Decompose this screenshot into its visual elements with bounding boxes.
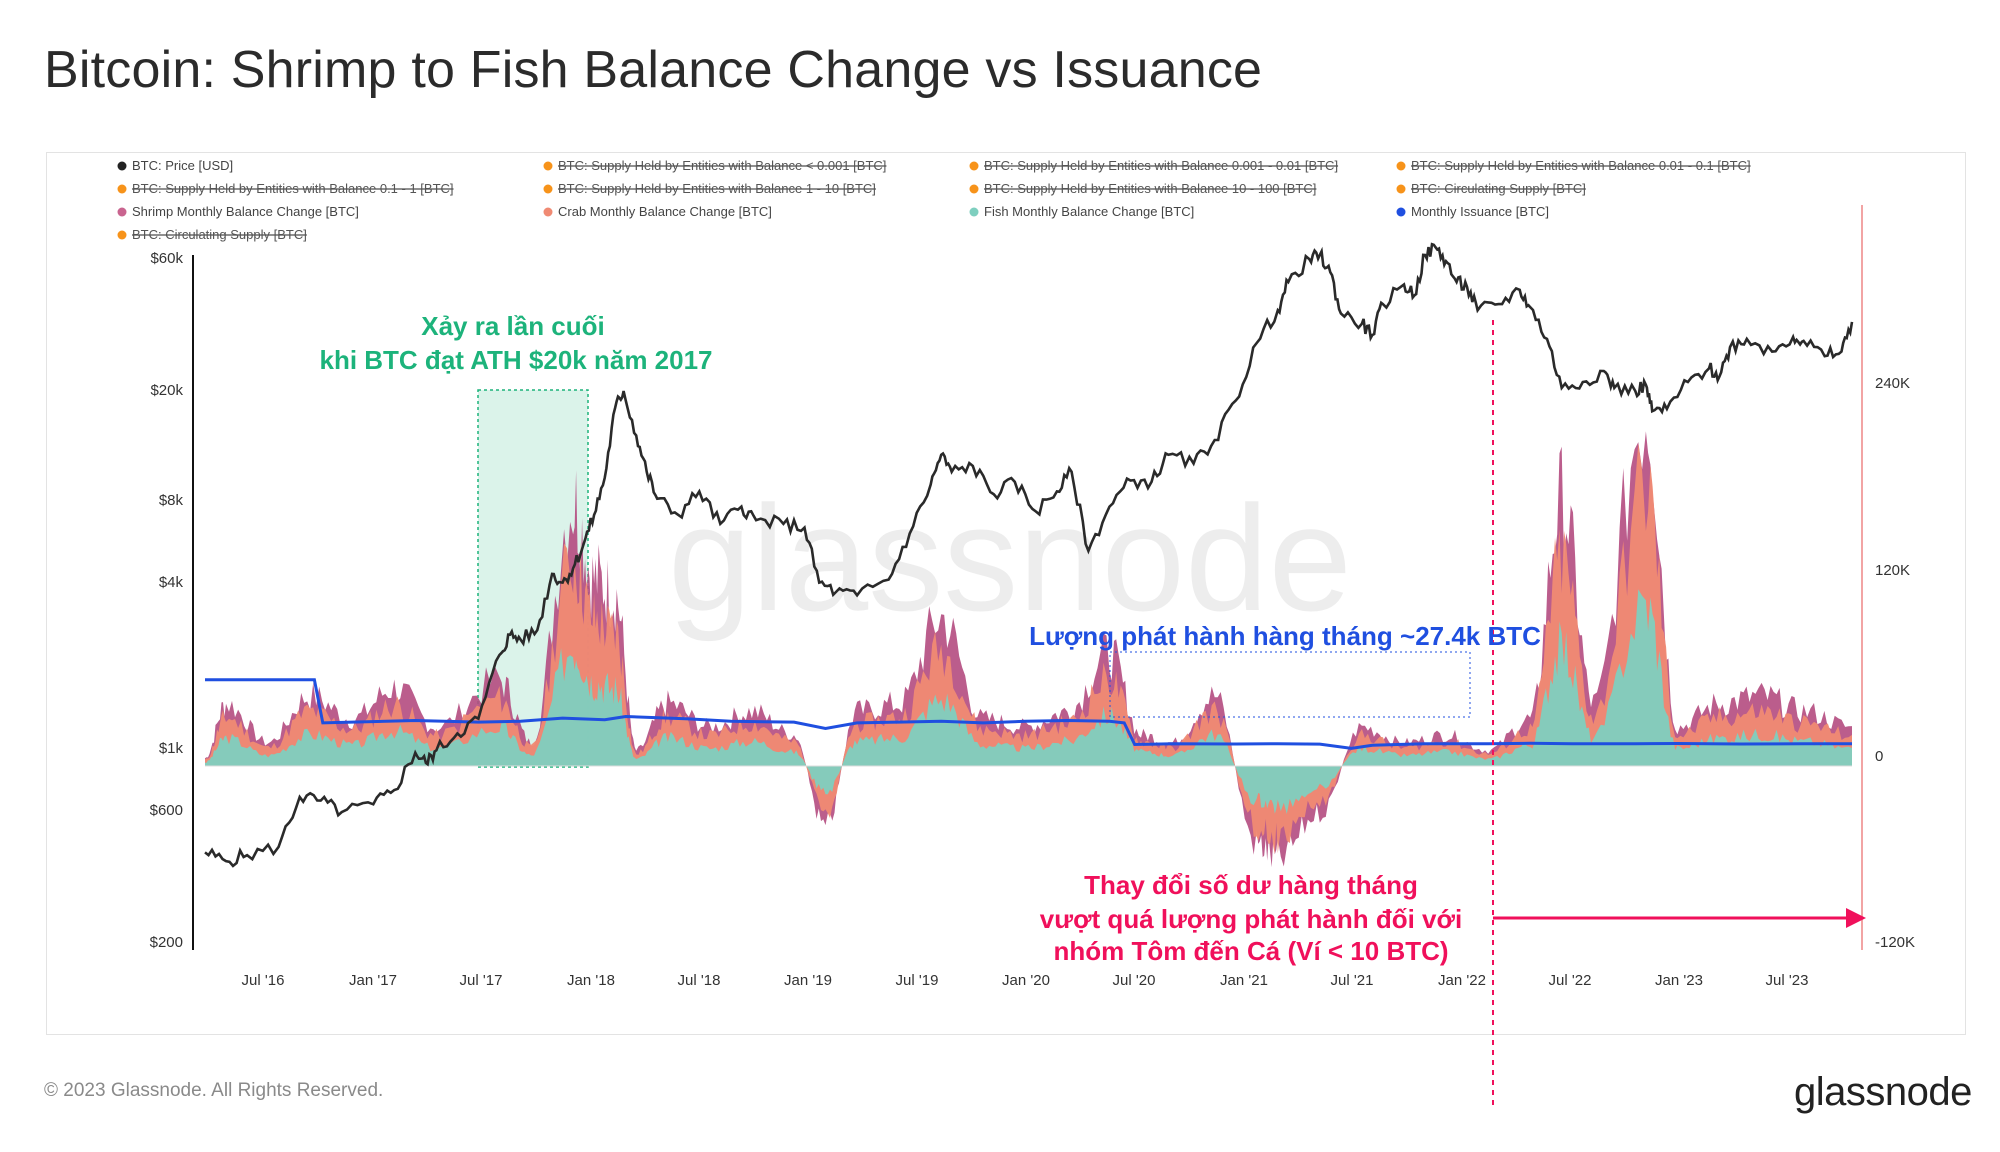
legend-label: BTC: Supply Held by Entities with Balanc… <box>558 158 886 173</box>
legend-label: BTC: Circulating Supply [BTC] <box>132 227 307 242</box>
x-tick-label: Jan '21 <box>1220 972 1268 989</box>
legend-swatch <box>543 184 553 194</box>
legend-label: BTC: Supply Held by Entities with Balanc… <box>984 181 1316 196</box>
y-right-tick-label: 120K <box>1875 562 1910 579</box>
y-left-tick-label: $20k <box>150 382 183 399</box>
y-left-tick-label: $200 <box>150 934 183 951</box>
legend-label: BTC: Supply Held by Entities with Balanc… <box>132 181 454 196</box>
x-tick-label: Jul '23 <box>1766 972 1809 989</box>
legend-item: Monthly Issuance [BTC] <box>1396 204 1549 219</box>
legend-item: BTC: Supply Held by Entities with Balanc… <box>969 181 1316 196</box>
x-tick-label: Jan '23 <box>1655 972 1703 989</box>
brand-logo: glassnode <box>1794 1070 1972 1114</box>
legend-label: BTC: Supply Held by Entities with Balanc… <box>1411 158 1751 173</box>
annotation-text: khi BTC đạt ATH $20k năm 2017 <box>319 345 712 375</box>
y-right-tick-label: 0 <box>1875 748 1883 765</box>
annotation-text: Lượng phát hành hàng tháng ~27.4k BTC <box>1029 621 1541 651</box>
x-tick-label: Jan '17 <box>349 972 397 989</box>
legend-item: BTC: Circulating Supply [BTC] <box>1396 181 1586 196</box>
page-title: Bitcoin: Shrimp to Fish Balance Change v… <box>44 41 1263 99</box>
copyright: © 2023 Glassnode. All Rights Reserved. <box>44 1080 384 1101</box>
x-tick-label: Jan '19 <box>784 972 832 989</box>
x-tick-label: Jul '18 <box>678 972 721 989</box>
legend-label: BTC: Price [USD] <box>132 158 233 173</box>
x-tick-label: Jul '20 <box>1113 972 1156 989</box>
x-tick-label: Jul '16 <box>242 972 285 989</box>
legend-swatch <box>969 161 979 171</box>
legend-swatch <box>1396 207 1406 217</box>
annotation-text: vượt quá lượng phát hành đối với <box>1040 904 1462 934</box>
legend-label: Monthly Issuance [BTC] <box>1411 204 1549 219</box>
legend-item: Shrimp Monthly Balance Change [BTC] <box>117 204 359 219</box>
legend-item: BTC: Supply Held by Entities with Balanc… <box>543 158 886 173</box>
annotation-text: nhóm Tôm đến Cá (Ví < 10 BTC) <box>1053 936 1448 966</box>
legend-swatch <box>969 207 979 217</box>
x-tick-label: Jul '21 <box>1331 972 1374 989</box>
legend-swatch <box>543 207 553 217</box>
y-right-tick-label: 240K <box>1875 375 1910 392</box>
legend-item: BTC: Supply Held by Entities with Balanc… <box>117 181 454 196</box>
legend-item: Fish Monthly Balance Change [BTC] <box>969 204 1194 219</box>
x-tick-label: Jan '22 <box>1438 972 1486 989</box>
annotation-text: Thay đổi số dư hàng tháng <box>1084 870 1418 900</box>
y-left-tick-label: $8k <box>159 492 184 509</box>
arrow-head <box>1846 908 1866 928</box>
issuance-annotation-box <box>1109 651 1471 718</box>
legend-swatch <box>117 184 127 194</box>
x-tick-label: Jul '17 <box>460 972 503 989</box>
y-left-tick-label: $4k <box>159 574 184 591</box>
y-left-tick-label: $600 <box>150 802 183 819</box>
chart-frame <box>46 152 1966 1035</box>
legend-item: BTC: Supply Held by Entities with Balanc… <box>543 181 876 196</box>
legend-item: BTC: Circulating Supply [BTC] <box>117 227 307 242</box>
watermark-text: glassnode <box>668 474 1352 642</box>
legend-label: Crab Monthly Balance Change [BTC] <box>558 204 772 219</box>
legend-swatch <box>969 184 979 194</box>
y-left-tick-label: $60k <box>150 250 183 267</box>
y-right-tick-label: -120K <box>1875 934 1915 951</box>
legend-label: BTC: Circulating Supply [BTC] <box>1411 181 1586 196</box>
x-tick-label: Jan '18 <box>567 972 615 989</box>
legend-swatch <box>1396 184 1406 194</box>
price-line <box>204 242 1854 868</box>
legend-label: BTC: Supply Held by Entities with Balanc… <box>984 158 1338 173</box>
y-left-tick-label: $1k <box>159 740 184 757</box>
legend-swatch <box>117 207 127 217</box>
legend-label: Shrimp Monthly Balance Change [BTC] <box>132 204 359 219</box>
legend-swatch <box>1396 161 1406 171</box>
legend-item: BTC: Supply Held by Entities with Balanc… <box>969 158 1338 173</box>
legend-item: Crab Monthly Balance Change [BTC] <box>543 204 772 219</box>
legend-item: BTC: Supply Held by Entities with Balanc… <box>1396 158 1751 173</box>
fish-area <box>205 589 1852 814</box>
legend-swatch <box>117 161 127 171</box>
x-tick-label: Jul '22 <box>1549 972 1592 989</box>
x-tick-label: Jul '19 <box>896 972 939 989</box>
annotation-text: Xảy ra lần cuối <box>421 311 605 341</box>
legend-swatch <box>117 230 127 240</box>
legend-swatch <box>543 161 553 171</box>
legend-item: BTC: Price [USD] <box>117 158 233 173</box>
legend-label: BTC: Supply Held by Entities with Balanc… <box>558 181 876 196</box>
issuance-line <box>205 678 1853 750</box>
x-tick-label: Jan '20 <box>1002 972 1050 989</box>
legend-label: Fish Monthly Balance Change [BTC] <box>984 204 1194 219</box>
